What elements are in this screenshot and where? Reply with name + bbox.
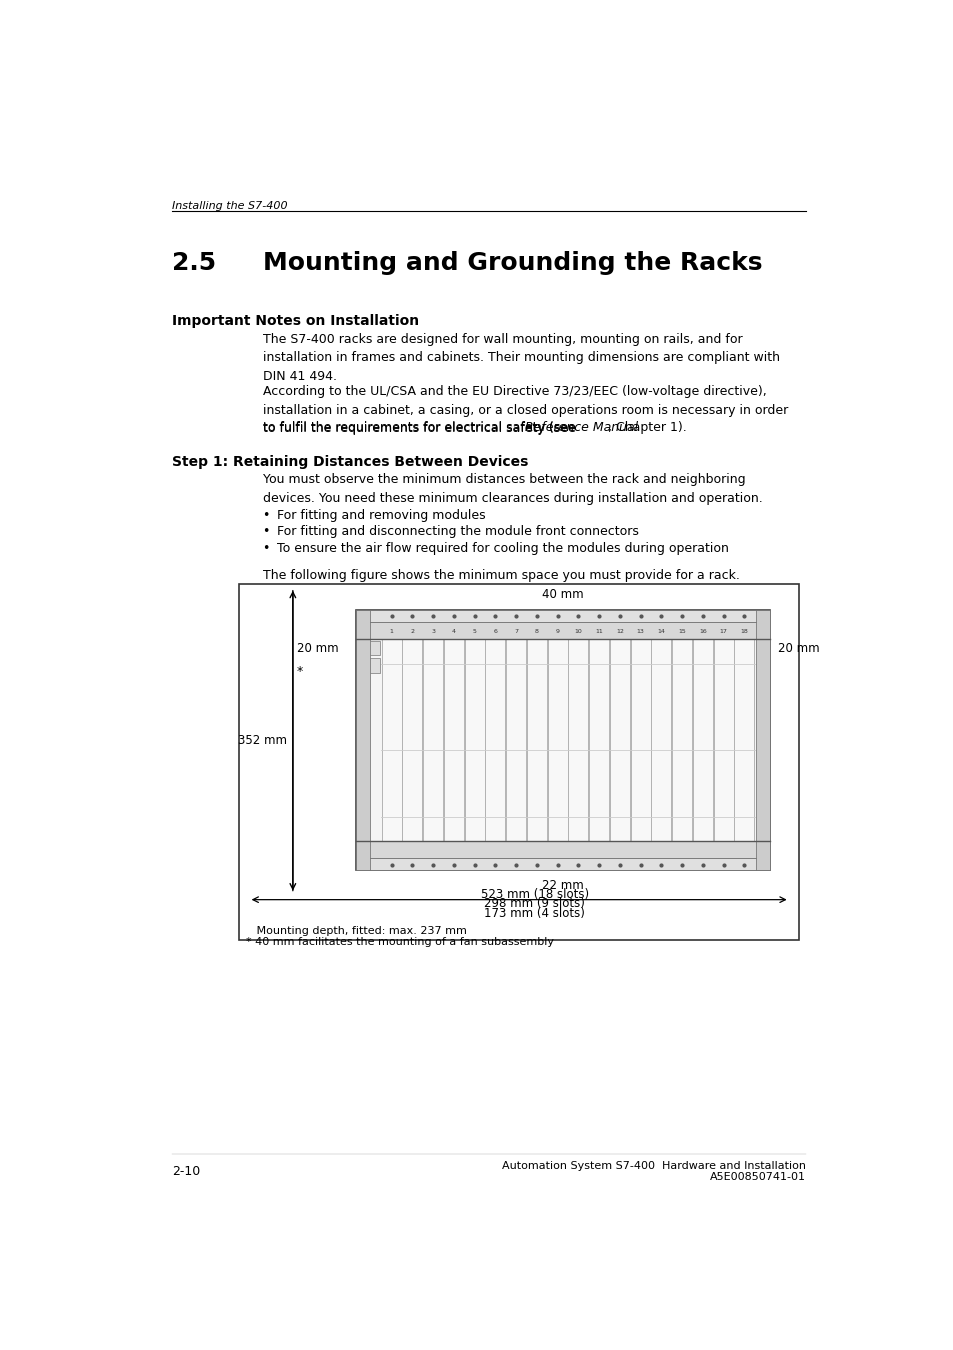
Bar bbox=[485, 640, 505, 841]
Text: 7: 7 bbox=[514, 629, 517, 634]
Text: 10: 10 bbox=[574, 629, 581, 634]
Text: Important Notes on Installation: Important Notes on Installation bbox=[172, 315, 418, 328]
Text: 523 mm (18 slots): 523 mm (18 slots) bbox=[480, 888, 588, 902]
Text: 8: 8 bbox=[535, 629, 538, 634]
Text: 9: 9 bbox=[555, 629, 559, 634]
Text: 352 mm: 352 mm bbox=[237, 734, 286, 747]
Text: 173 mm (4 slots): 173 mm (4 slots) bbox=[484, 907, 584, 919]
Text: 6: 6 bbox=[493, 629, 497, 634]
Text: , Chapter 1).: , Chapter 1). bbox=[608, 421, 686, 433]
Bar bbox=[589, 640, 608, 841]
Bar bbox=[526, 640, 546, 841]
Text: 4: 4 bbox=[452, 629, 456, 634]
Bar bbox=[443, 640, 463, 841]
Bar bbox=[464, 640, 484, 841]
Text: Step 1: Retaining Distances Between Devices: Step 1: Retaining Distances Between Devi… bbox=[172, 455, 528, 468]
Text: 22 mm: 22 mm bbox=[541, 879, 583, 892]
Bar bbox=[402, 640, 422, 841]
Text: * 40 mm facilitates the mounting of a fan subassembly: * 40 mm facilitates the mounting of a fa… bbox=[245, 937, 553, 946]
Bar bbox=[355, 841, 769, 859]
Text: A5E00850741-01: A5E00850741-01 bbox=[709, 1172, 805, 1183]
Bar bbox=[369, 657, 380, 674]
Bar bbox=[713, 640, 733, 841]
Text: Mounting and Grounding the Racks: Mounting and Grounding the Racks bbox=[262, 251, 761, 274]
Bar bbox=[692, 640, 712, 841]
Text: 2.5: 2.5 bbox=[172, 251, 215, 274]
Text: Mounting depth, fitted: max. 237 mm: Mounting depth, fitted: max. 237 mm bbox=[245, 926, 466, 936]
Bar bbox=[756, 610, 769, 871]
Bar bbox=[651, 640, 671, 841]
Text: 20 mm: 20 mm bbox=[296, 643, 338, 655]
Text: Automation System S7-400  Hardware and Installation: Automation System S7-400 Hardware and In… bbox=[501, 1161, 805, 1170]
Text: 16: 16 bbox=[699, 629, 706, 634]
Text: 5: 5 bbox=[472, 629, 476, 634]
Bar bbox=[734, 640, 754, 841]
Text: 12: 12 bbox=[616, 629, 623, 634]
Bar bbox=[355, 610, 769, 871]
Text: Reference Manual: Reference Manual bbox=[524, 421, 637, 433]
Text: •: • bbox=[262, 509, 270, 521]
Bar bbox=[672, 640, 691, 841]
Bar bbox=[506, 640, 525, 841]
Text: •: • bbox=[262, 543, 270, 555]
Text: 18: 18 bbox=[740, 629, 747, 634]
Bar bbox=[369, 641, 380, 655]
Text: The following figure shows the minimum space you must provide for a rack.: The following figure shows the minimum s… bbox=[262, 568, 739, 582]
Text: 13: 13 bbox=[636, 629, 644, 634]
Bar bbox=[239, 585, 798, 940]
Text: According to the UL/CSA and the EU Directive 73/23/EEC (low-voltage directive),
: According to the UL/CSA and the EU Direc… bbox=[262, 385, 787, 435]
Text: To ensure the air flow required for cooling the modules during operation: To ensure the air flow required for cool… bbox=[276, 543, 728, 555]
Bar bbox=[422, 640, 442, 841]
Bar bbox=[381, 640, 401, 841]
Text: 20 mm: 20 mm bbox=[778, 643, 819, 655]
Text: 11: 11 bbox=[595, 629, 602, 634]
Text: 3: 3 bbox=[431, 629, 435, 634]
Text: 14: 14 bbox=[657, 629, 664, 634]
Bar bbox=[568, 640, 588, 841]
Text: For fitting and disconnecting the module front connectors: For fitting and disconnecting the module… bbox=[276, 525, 638, 539]
Text: 298 mm (9 slots): 298 mm (9 slots) bbox=[484, 898, 584, 910]
Bar bbox=[547, 640, 567, 841]
Bar bbox=[355, 622, 769, 640]
Text: •: • bbox=[262, 525, 270, 539]
Bar bbox=[355, 610, 369, 871]
Text: For fitting and removing modules: For fitting and removing modules bbox=[276, 509, 485, 521]
Text: 1: 1 bbox=[389, 629, 393, 634]
Bar bbox=[630, 640, 650, 841]
Text: *: * bbox=[296, 666, 303, 678]
Text: The S7-400 racks are designed for wall mounting, mounting on rails, and for
inst: The S7-400 racks are designed for wall m… bbox=[262, 333, 779, 383]
Text: 2: 2 bbox=[410, 629, 414, 634]
Text: 17: 17 bbox=[719, 629, 727, 634]
Bar bbox=[355, 610, 769, 622]
Text: 15: 15 bbox=[678, 629, 685, 634]
Bar bbox=[355, 859, 769, 871]
Bar bbox=[609, 640, 629, 841]
Text: to fulfil the requirements for electrical safety (see: to fulfil the requirements for electrica… bbox=[262, 421, 578, 433]
Text: 40 mm: 40 mm bbox=[541, 589, 583, 601]
Text: You must observe the minimum distances between the rack and neighboring
devices.: You must observe the minimum distances b… bbox=[262, 472, 761, 505]
Text: Installing the S7-400: Installing the S7-400 bbox=[172, 201, 287, 211]
Text: 2-10: 2-10 bbox=[172, 1165, 200, 1177]
